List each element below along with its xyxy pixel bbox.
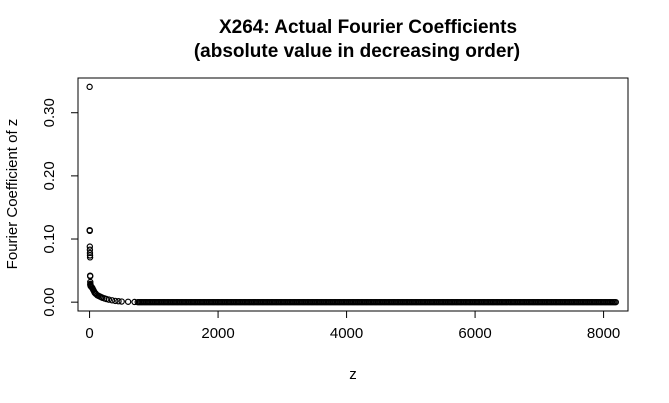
data-point <box>105 296 113 303</box>
data-point <box>612 298 619 306</box>
data-point <box>124 298 132 305</box>
y-axis: 0.00 0.10 0.20 0.30 <box>41 98 79 317</box>
x-tick-label: 0 <box>85 325 93 342</box>
data-point <box>86 227 93 235</box>
data-points <box>86 83 619 306</box>
y-axis-label: Fourier Coefficient of z <box>4 119 21 270</box>
data-point <box>108 297 116 304</box>
y-tick-label: 0.10 <box>41 224 58 253</box>
x-axis: 0 2000 4000 6000 8000 <box>85 310 620 342</box>
chart-title-line-2: (absolute value in decreasing order) <box>194 41 520 62</box>
data-point <box>118 298 125 305</box>
y-tick-label: 0.00 <box>41 288 58 317</box>
data-point <box>112 297 119 305</box>
y-tick-label: 0.30 <box>41 98 58 127</box>
data-point <box>115 298 122 305</box>
data-point <box>86 254 94 261</box>
x-tick-label: 4000 <box>330 325 363 342</box>
x-tick-label: 8000 <box>587 325 620 342</box>
y-tick-label: 0.20 <box>41 161 58 190</box>
data-point <box>86 243 94 250</box>
x-tick-label: 6000 <box>458 325 491 342</box>
x-tick-label: 2000 <box>201 325 234 342</box>
data-point <box>86 249 94 257</box>
data-point <box>86 83 93 91</box>
plot-frame <box>77 77 629 312</box>
x-axis-label: z <box>349 366 357 383</box>
chart-title-line-1: X264: Actual Fourier Coefficients <box>219 17 517 38</box>
data-point <box>103 295 110 303</box>
